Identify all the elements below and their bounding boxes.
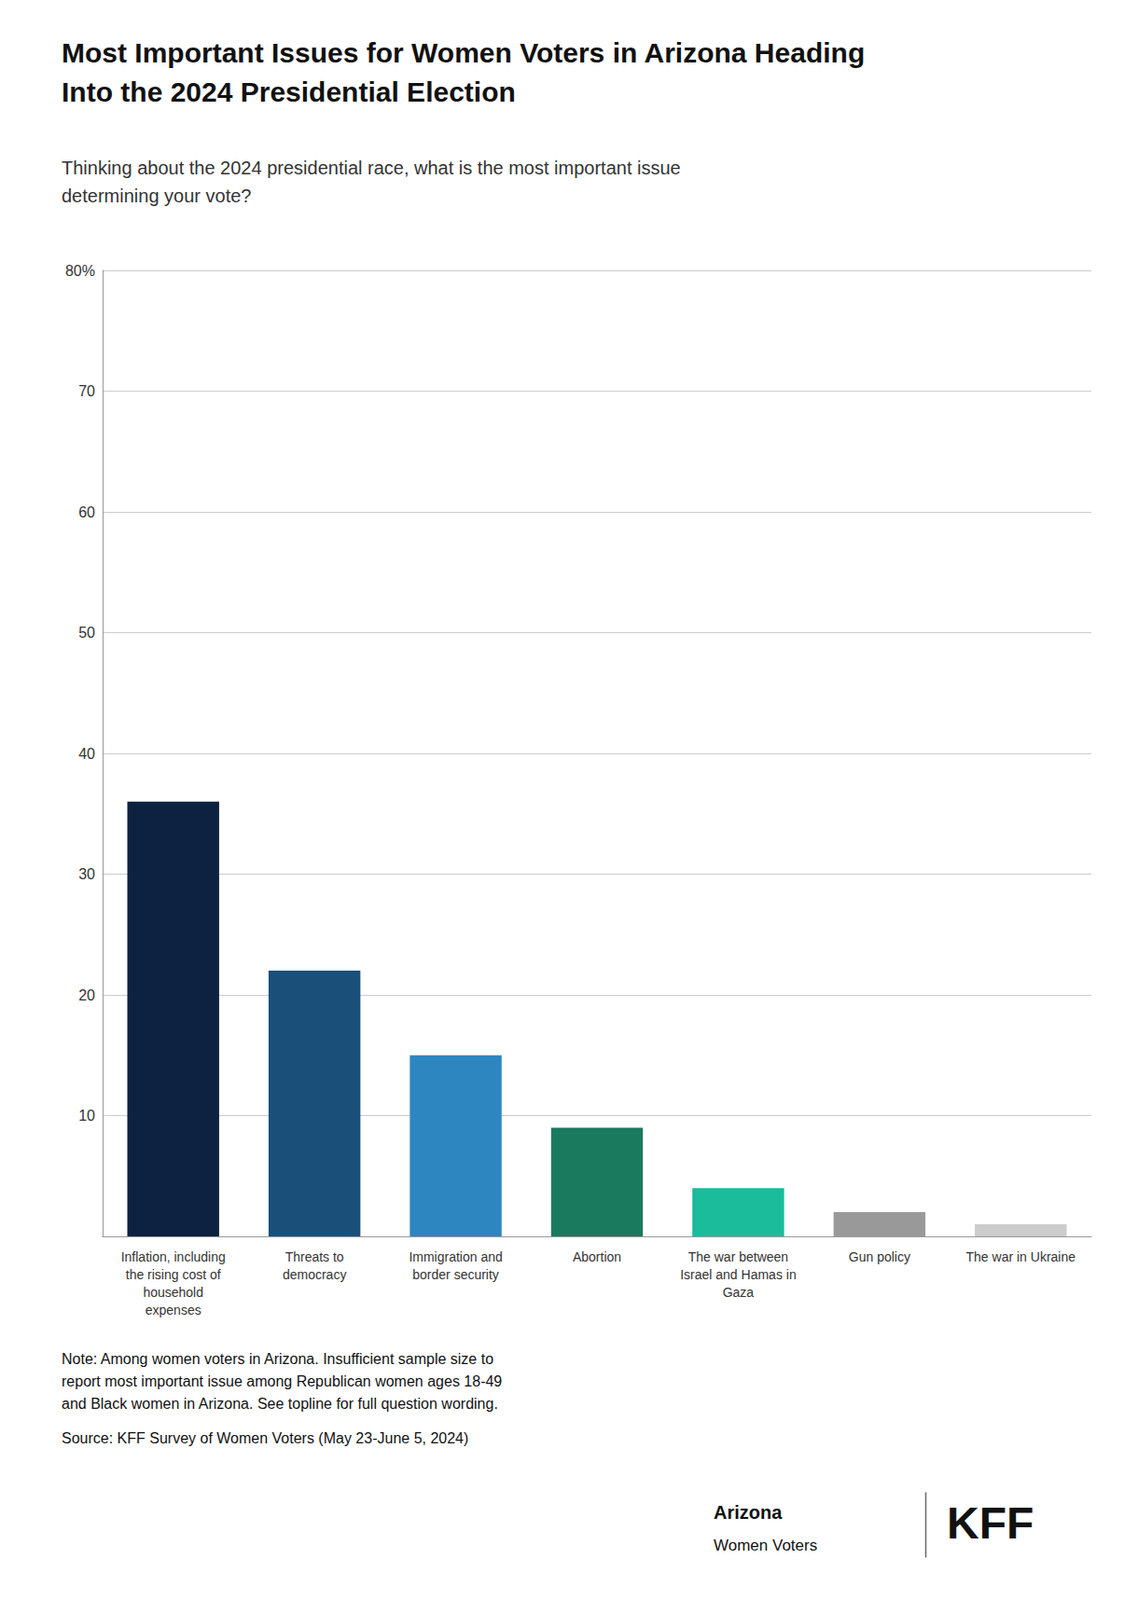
- svg-text:Inflation, including: Inflation, including: [121, 1249, 226, 1265]
- svg-text:Arizona: Arizona: [713, 1502, 783, 1524]
- svg-text:Into the 2024 Presidential Ele: Into the 2024 Presidential Election: [61, 76, 516, 108]
- svg-text:Immigration and: Immigration and: [408, 1249, 502, 1265]
- svg-text:Israel and Hamas in: Israel and Hamas in: [680, 1267, 797, 1283]
- svg-text:The war in Ukraine: The war in Ukraine: [966, 1249, 1077, 1265]
- svg-text:40: 40: [78, 746, 96, 763]
- svg-text:30: 30: [78, 866, 96, 883]
- svg-text:Thinking about the 2024 presid: Thinking about the 2024 presidential rac…: [61, 157, 681, 179]
- svg-text:Note: Among women voters in Ar: Note: Among women voters in Arizona. Ins…: [61, 1351, 494, 1368]
- svg-text:50: 50: [78, 624, 96, 641]
- svg-text:Gaza: Gaza: [722, 1285, 755, 1301]
- svg-text:80%: 80%: [65, 263, 96, 279]
- svg-text:determining your vote?: determining your vote?: [61, 185, 251, 207]
- svg-text:60: 60: [78, 504, 96, 521]
- svg-text:border security: border security: [412, 1267, 500, 1283]
- svg-text:Source: KFF Survey of Women Vo: Source: KFF Survey of Women Voters (May …: [61, 1430, 469, 1447]
- svg-text:household: household: [142, 1285, 204, 1301]
- svg-text:democracy: democracy: [282, 1267, 347, 1283]
- svg-text:KFF: KFF: [946, 1498, 1034, 1549]
- svg-text:and Black women in Arizona. Se: and Black women in Arizona. See topline …: [61, 1396, 499, 1413]
- svg-text:20: 20: [78, 987, 96, 1004]
- svg-text:The war between: The war between: [688, 1249, 789, 1265]
- svg-text:Women Voters: Women Voters: [713, 1537, 818, 1555]
- svg-text:report most important issue am: report most important issue among Republ…: [61, 1373, 502, 1390]
- svg-text:expenses: expenses: [145, 1303, 202, 1319]
- svg-text:Abortion: Abortion: [572, 1249, 622, 1265]
- svg-text:70: 70: [78, 383, 96, 400]
- svg-text:Threats to: Threats to: [285, 1249, 345, 1265]
- svg-text:Most Important Issues for Wome: Most Important Issues for Women Voters i…: [61, 37, 865, 69]
- svg-text:the rising cost of: the rising cost of: [125, 1267, 222, 1283]
- svg-text:10: 10: [78, 1108, 96, 1125]
- svg-text:Gun policy: Gun policy: [848, 1249, 911, 1265]
